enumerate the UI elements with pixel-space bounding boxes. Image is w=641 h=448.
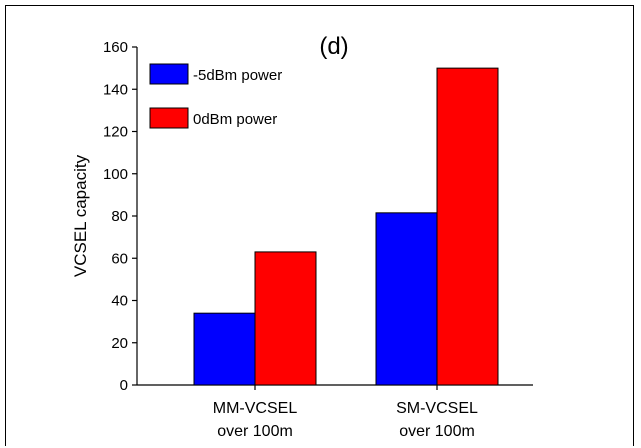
chart-title: (d) <box>319 33 348 60</box>
plot-area: 0 20 40 60 80 100 120 140 160 MM-VCSEL over 100m S… <box>103 39 533 440</box>
y-tick-label: 120 <box>103 124 128 141</box>
figure-frame <box>5 5 634 446</box>
y-tick-label: 140 <box>103 81 128 98</box>
legend-label: 0dBm power <box>193 111 277 128</box>
legend: -5dBm power 0dBm power <box>149 63 282 129</box>
x-category-label: SM-VCSEL <box>396 400 478 417</box>
y-tick-label: 80 <box>111 208 128 225</box>
x-category-label: over 100m <box>217 423 293 440</box>
x-axis-labels: MM-VCSEL over 100m SM-VCSEL over 100m <box>213 400 478 440</box>
bar-5dbm-power-0 <box>193 312 256 386</box>
y-tick-label: 100 <box>103 166 128 183</box>
bar-0dbm-power-1 <box>436 67 499 386</box>
legend-swatch <box>149 63 189 85</box>
y-tick-label: 60 <box>111 250 128 267</box>
x-category-label: MM-VCSEL <box>213 400 298 417</box>
y-tick-label: 160 <box>103 39 128 56</box>
bar-0dbm-power-0 <box>254 251 317 386</box>
y-tick-label: 40 <box>111 293 128 310</box>
y-axis-ticks: 0 20 40 60 80 100 120 140 160 <box>103 39 137 394</box>
y-axis-label: VCSEL capacity <box>71 154 90 277</box>
legend-label: -5dBm power <box>193 67 282 84</box>
x-category-label: over 100m <box>399 423 475 440</box>
bar-5dbm-power-1 <box>375 212 438 386</box>
y-tick-label: 20 <box>111 335 128 352</box>
y-tick-label: 0 <box>120 377 128 394</box>
bars <box>193 67 499 390</box>
legend-swatch <box>149 107 189 129</box>
